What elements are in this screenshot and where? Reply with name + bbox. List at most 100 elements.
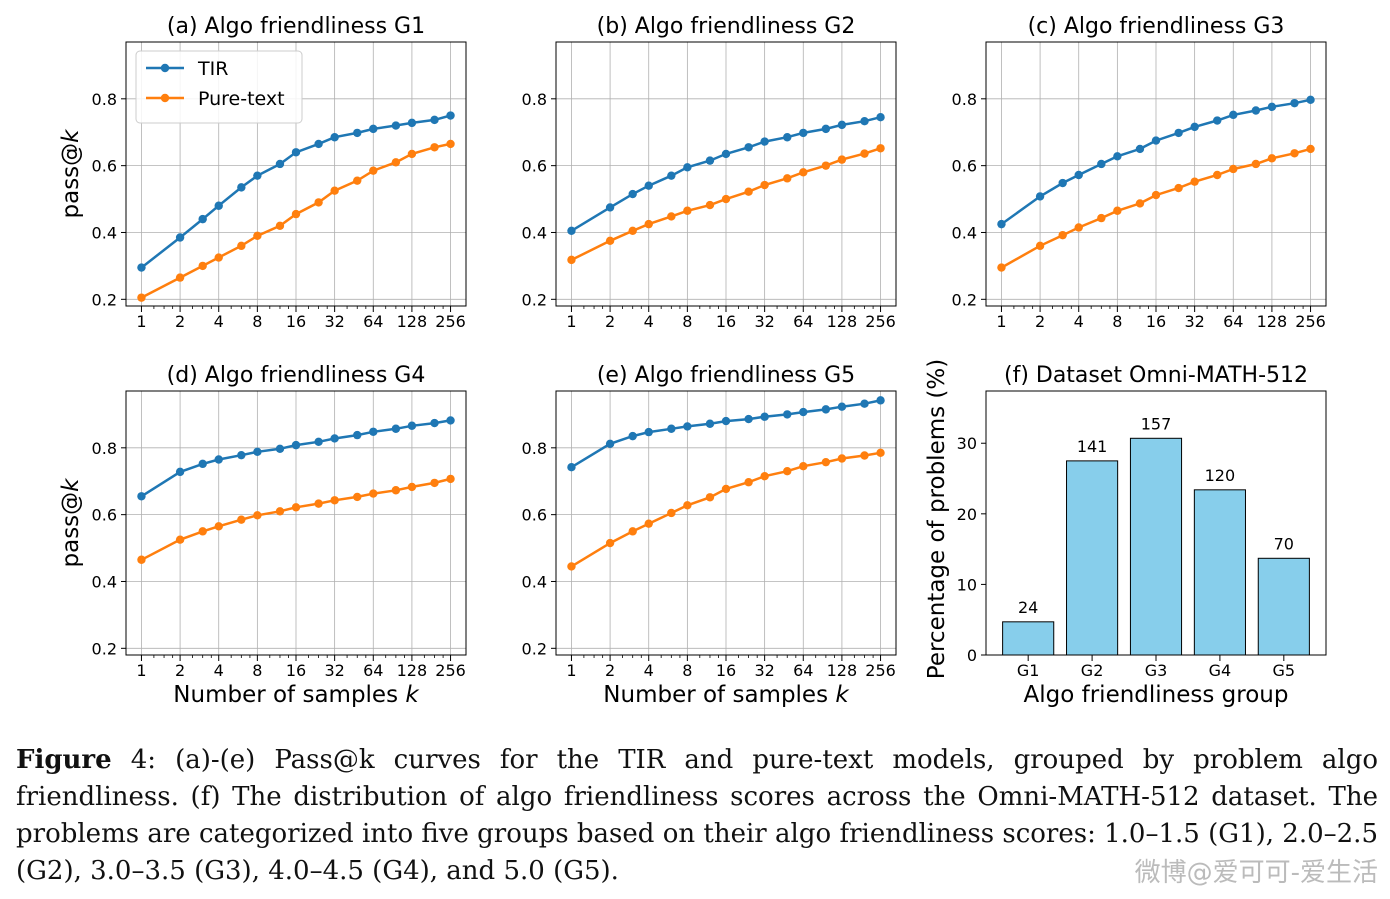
- data-point: [605, 236, 615, 246]
- series-line-pure-text: [140, 477, 451, 561]
- y-axis-label: pass@k: [58, 128, 84, 219]
- data-point: [1151, 190, 1161, 200]
- figure-caption: Figure 4: (a)-(e) Pass@k curves for the …: [16, 742, 1378, 890]
- x-tick-label: 32: [1184, 312, 1204, 331]
- data-point: [175, 467, 185, 477]
- panel-title: (f) Dataset Omni-MATH-512: [1004, 363, 1308, 388]
- data-point: [430, 478, 439, 488]
- data-point: [1267, 154, 1277, 163]
- data-point: [291, 503, 301, 512]
- data-point: [314, 139, 323, 149]
- legend-marker: [160, 93, 170, 103]
- data-point: [137, 492, 146, 501]
- data-point: [314, 198, 323, 207]
- y-tick-label: 0.6: [92, 157, 117, 176]
- data-point: [628, 189, 637, 199]
- data-point: [369, 124, 378, 134]
- data-point: [567, 562, 576, 571]
- data-point: [137, 293, 146, 302]
- data-point: [876, 144, 885, 153]
- bar-data-label: 120: [1205, 466, 1236, 485]
- figure: 0.20.40.60.81 2 4 8 16 32 64 128 256(a) Algo fri…: [58, 14, 1327, 708]
- panel-e: 0.2 0.4 0.6 0.8 1 2 4 8 16 32 64 128 256 (e) Algo fri…: [522, 363, 897, 708]
- series-line-tir: [570, 115, 881, 232]
- y-tick-label: 0.4: [92, 223, 117, 242]
- data-point: [137, 555, 146, 564]
- data-point: [1135, 199, 1145, 208]
- x-tick-label: 256: [435, 312, 466, 331]
- y-tick-label: 0.8: [92, 439, 117, 458]
- data-point: [760, 472, 769, 481]
- panel-title: (a) Algo friendliness G1: [167, 14, 425, 39]
- data-point: [391, 424, 401, 433]
- x-tick-label: G2: [1081, 661, 1104, 680]
- bar-g5: [1257, 557, 1310, 656]
- data-point: [253, 447, 262, 457]
- data-point: [407, 149, 417, 159]
- data-point: [1174, 183, 1183, 193]
- data-point: [567, 462, 576, 472]
- data-point: [314, 437, 323, 446]
- x-tick-label: 64: [363, 661, 383, 680]
- data-point: [291, 148, 301, 157]
- data-point: [214, 455, 223, 464]
- data-point: [628, 431, 637, 441]
- data-point: [705, 493, 715, 502]
- y-tick-label: 0.6: [952, 157, 977, 176]
- data-point: [1190, 122, 1199, 132]
- data-point: [721, 416, 731, 426]
- data-point: [275, 507, 285, 516]
- x-axis-label: Number of samples k: [173, 682, 420, 708]
- x-tick-label: 256: [865, 661, 896, 680]
- x-tick-label: 4: [644, 661, 654, 680]
- x-axis-label: Algo friendliness group: [1024, 682, 1289, 708]
- panel-f: 0 10 20 30 24 G1 141 G2 157 G3 120 G4 70 G5 (f) Datase…: [924, 359, 1327, 708]
- data-point: [667, 171, 676, 180]
- bar-data-label: 24: [1018, 598, 1038, 617]
- x-tick-label: 2: [1035, 312, 1045, 331]
- data-point: [1251, 106, 1261, 115]
- data-point: [644, 181, 653, 190]
- data-point: [1290, 149, 1299, 158]
- data-point: [1213, 116, 1222, 125]
- data-point: [1267, 102, 1277, 112]
- data-point: [667, 508, 676, 518]
- data-point: [644, 427, 653, 437]
- data-point: [860, 117, 869, 126]
- data-point: [1113, 206, 1122, 215]
- data-point: [1229, 110, 1238, 120]
- data-point: [760, 412, 769, 421]
- x-tick-label: 32: [754, 661, 774, 680]
- x-tick-label: 1: [566, 661, 576, 680]
- plot-frame: [985, 41, 1327, 307]
- plot-frame: [985, 390, 1327, 656]
- data-point: [175, 233, 185, 242]
- x-tick-label: 64: [793, 661, 813, 680]
- data-point: [783, 467, 792, 476]
- x-tick-label: 16: [1146, 312, 1166, 331]
- series-line-tir: [570, 399, 881, 469]
- y-tick-label: 0.8: [522, 90, 547, 109]
- x-tick-label: 4: [214, 312, 224, 331]
- x-tick-label: 32: [324, 661, 344, 680]
- bar-g4: [1193, 489, 1246, 656]
- data-point: [744, 478, 753, 487]
- x-tick-label: 64: [1223, 312, 1243, 331]
- data-point: [744, 143, 753, 152]
- data-point: [391, 158, 401, 167]
- data-point: [997, 219, 1006, 229]
- data-point: [253, 231, 262, 241]
- y-tick-label: 0.6: [522, 506, 547, 525]
- bar-data-label: 141: [1077, 437, 1108, 456]
- data-point: [683, 422, 692, 431]
- data-point: [837, 120, 847, 130]
- data-point: [253, 511, 262, 520]
- y-tick-label: 30: [957, 434, 977, 453]
- data-point: [446, 416, 455, 425]
- data-point: [783, 410, 792, 419]
- legend-marker: [160, 63, 170, 73]
- data-point: [605, 439, 615, 448]
- panel-title: (d) Algo friendliness G4: [167, 363, 426, 388]
- data-point: [760, 180, 769, 190]
- data-point: [353, 128, 362, 138]
